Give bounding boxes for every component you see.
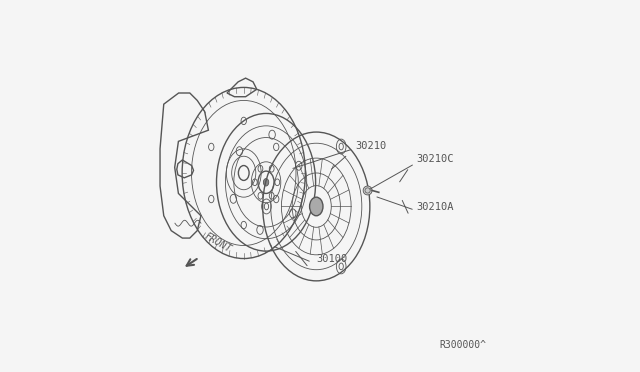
Ellipse shape (310, 197, 323, 216)
Text: 30210A: 30210A (417, 202, 454, 212)
Ellipse shape (264, 179, 269, 186)
Text: 30100: 30100 (316, 254, 348, 264)
Text: R300000^: R300000^ (439, 340, 486, 350)
Text: FRONT: FRONT (203, 231, 233, 255)
Circle shape (363, 186, 372, 195)
Text: 30210: 30210 (355, 141, 387, 151)
Text: 30210C: 30210C (417, 154, 454, 164)
